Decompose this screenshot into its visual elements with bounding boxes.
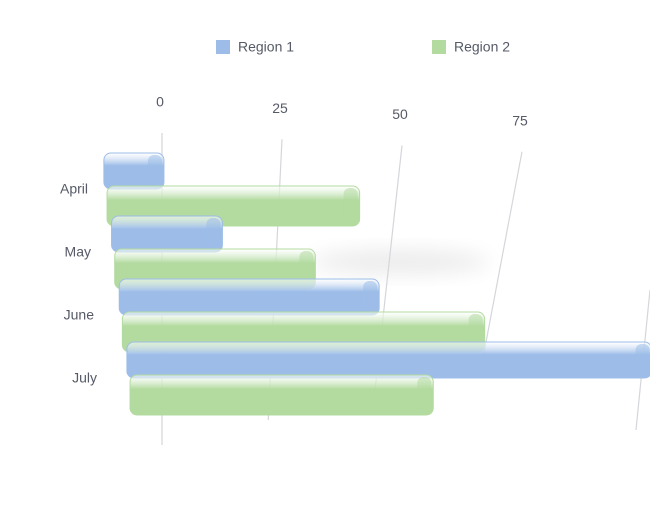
grid-line	[480, 151, 523, 371]
bar	[129, 374, 434, 416]
bar-group	[129, 374, 434, 416]
bar-group	[103, 152, 165, 190]
bar-group	[126, 341, 650, 379]
y-tick-label: April	[60, 181, 88, 197]
bar-group	[111, 215, 223, 253]
bar-end	[206, 218, 221, 250]
bar	[126, 341, 650, 379]
floor-shadow	[310, 250, 490, 274]
bar-end	[147, 155, 162, 187]
bar	[118, 278, 380, 316]
x-tick-label: 0	[156, 94, 164, 110]
bar-end	[343, 188, 358, 224]
y-tick-label: May	[65, 244, 91, 260]
x-tick-label: 75	[512, 112, 528, 128]
y-tick-label: July	[72, 370, 97, 386]
legend-swatch	[432, 40, 446, 54]
x-tick-label: 50	[392, 106, 408, 122]
bar	[111, 215, 223, 253]
bar-end	[635, 344, 650, 376]
bar-group	[118, 278, 380, 316]
x-tick-label: 25	[272, 100, 288, 116]
bar-end	[417, 377, 432, 413]
legend-label: Region 2	[454, 39, 510, 55]
bar-end	[468, 314, 483, 350]
y-tick-label: June	[64, 307, 95, 323]
legend-label: Region 1	[238, 39, 294, 55]
legend-swatch	[216, 40, 230, 54]
bar-end	[299, 251, 314, 287]
bar-end	[363, 281, 378, 313]
